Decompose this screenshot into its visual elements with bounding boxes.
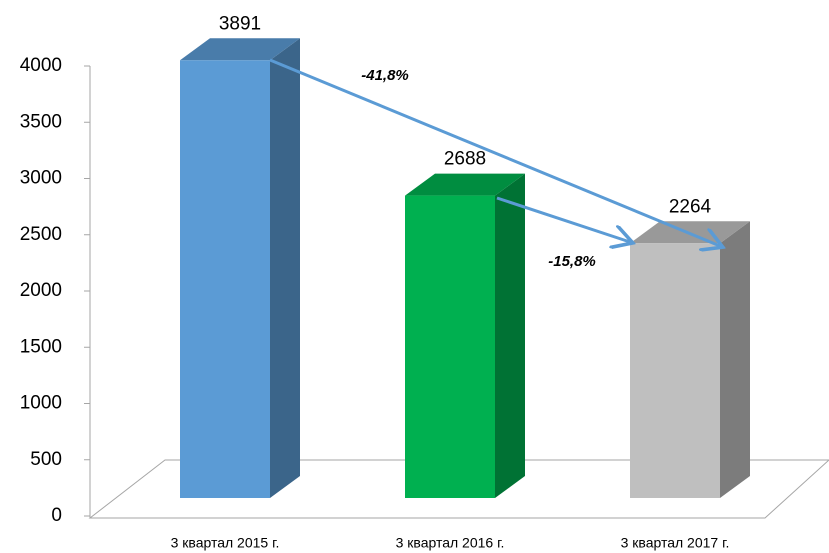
bar-side (495, 173, 525, 498)
bar-side (720, 221, 750, 499)
data-label: 2264 (669, 196, 712, 217)
bar-top (405, 173, 525, 196)
y-tick-label: 2500 (20, 224, 62, 245)
y-tick-label: 4000 (20, 55, 62, 76)
x-tick-label: 3 квартал 2015 г. (171, 535, 280, 551)
y-tick-label: 3000 (20, 168, 62, 189)
annotation: -15,8% (548, 253, 596, 270)
y-tick-label: 2000 (20, 280, 62, 301)
bar (180, 60, 270, 498)
arrow (269, 58, 720, 246)
bar (630, 243, 720, 498)
y-tick-label: 1000 (20, 393, 62, 414)
arrow (496, 196, 630, 242)
x-tick-label: 3 квартал 2016 г. (396, 535, 505, 551)
bar (405, 195, 495, 498)
y-tick-label: 1500 (20, 336, 62, 357)
bar-top (180, 38, 300, 61)
y-tick-label: 500 (30, 449, 62, 470)
data-label: 2688 (444, 149, 486, 170)
y-tick-label: 0 (51, 505, 62, 526)
x-tick-label: 3 квартал 2017 г. (621, 535, 730, 551)
y-tick-label: 3500 (20, 111, 62, 132)
bar-side (270, 38, 300, 498)
data-label: 3891 (219, 13, 261, 34)
annotation: -41,8% (361, 67, 409, 84)
